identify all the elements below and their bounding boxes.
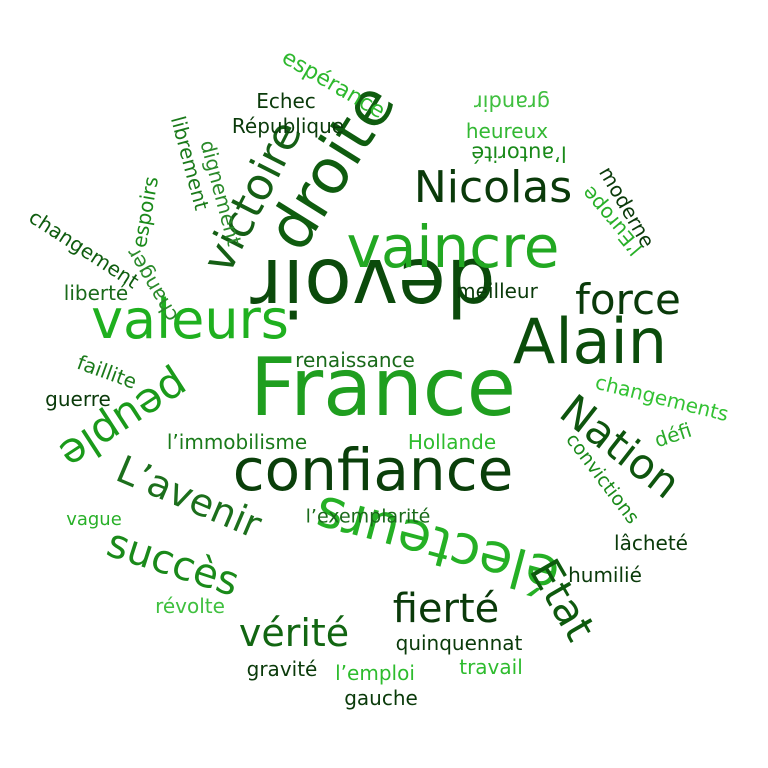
word-france: France	[249, 341, 517, 434]
word-limmobilisme: l’immobilisme	[166, 430, 308, 454]
word-changement: changement	[24, 204, 144, 294]
word-vaincre: vaincre	[346, 213, 560, 281]
word-liberte: liberté	[63, 281, 129, 305]
word-faillite: faillite	[73, 350, 141, 394]
word-republique: République	[231, 114, 345, 138]
word-heureux: heureux	[465, 119, 549, 143]
word-valeurs: valeurs	[91, 288, 289, 351]
word-hollande: Hollande	[407, 430, 497, 454]
word-defi: défi	[651, 417, 695, 453]
word-gauche: gauche	[344, 686, 418, 710]
word-renaissance: renaissance	[295, 348, 415, 372]
word-fierte: fierté	[392, 586, 500, 632]
word-lachete: lâcheté	[614, 531, 688, 555]
word-quinquennat: quinquennat	[395, 631, 523, 655]
word-espoirs: espoirs	[126, 174, 164, 250]
word-alain: Alain	[512, 305, 668, 378]
word-verite: vérité	[238, 611, 350, 655]
word-lexemplarite: l’exemplarité	[305, 505, 431, 528]
word-confiance: confiance	[232, 436, 514, 504]
word-grandir: grandir	[474, 90, 550, 115]
word-travail: travail	[459, 655, 523, 679]
word-lemploi: l’emploi	[335, 661, 415, 685]
word-force: force	[575, 275, 681, 324]
word-meilleur: meilleur	[456, 279, 538, 303]
word-guerre: guerre	[45, 387, 111, 411]
word-gravite: gravité	[246, 657, 318, 681]
word-humilie: humilié	[568, 563, 642, 587]
word-nicolas: Nicolas	[413, 162, 573, 213]
word-vague: vague	[66, 509, 122, 530]
word-echec: Echec	[256, 89, 316, 113]
word-lautorite: l’autorité	[471, 141, 567, 166]
word-revolte: révolte	[155, 594, 225, 618]
